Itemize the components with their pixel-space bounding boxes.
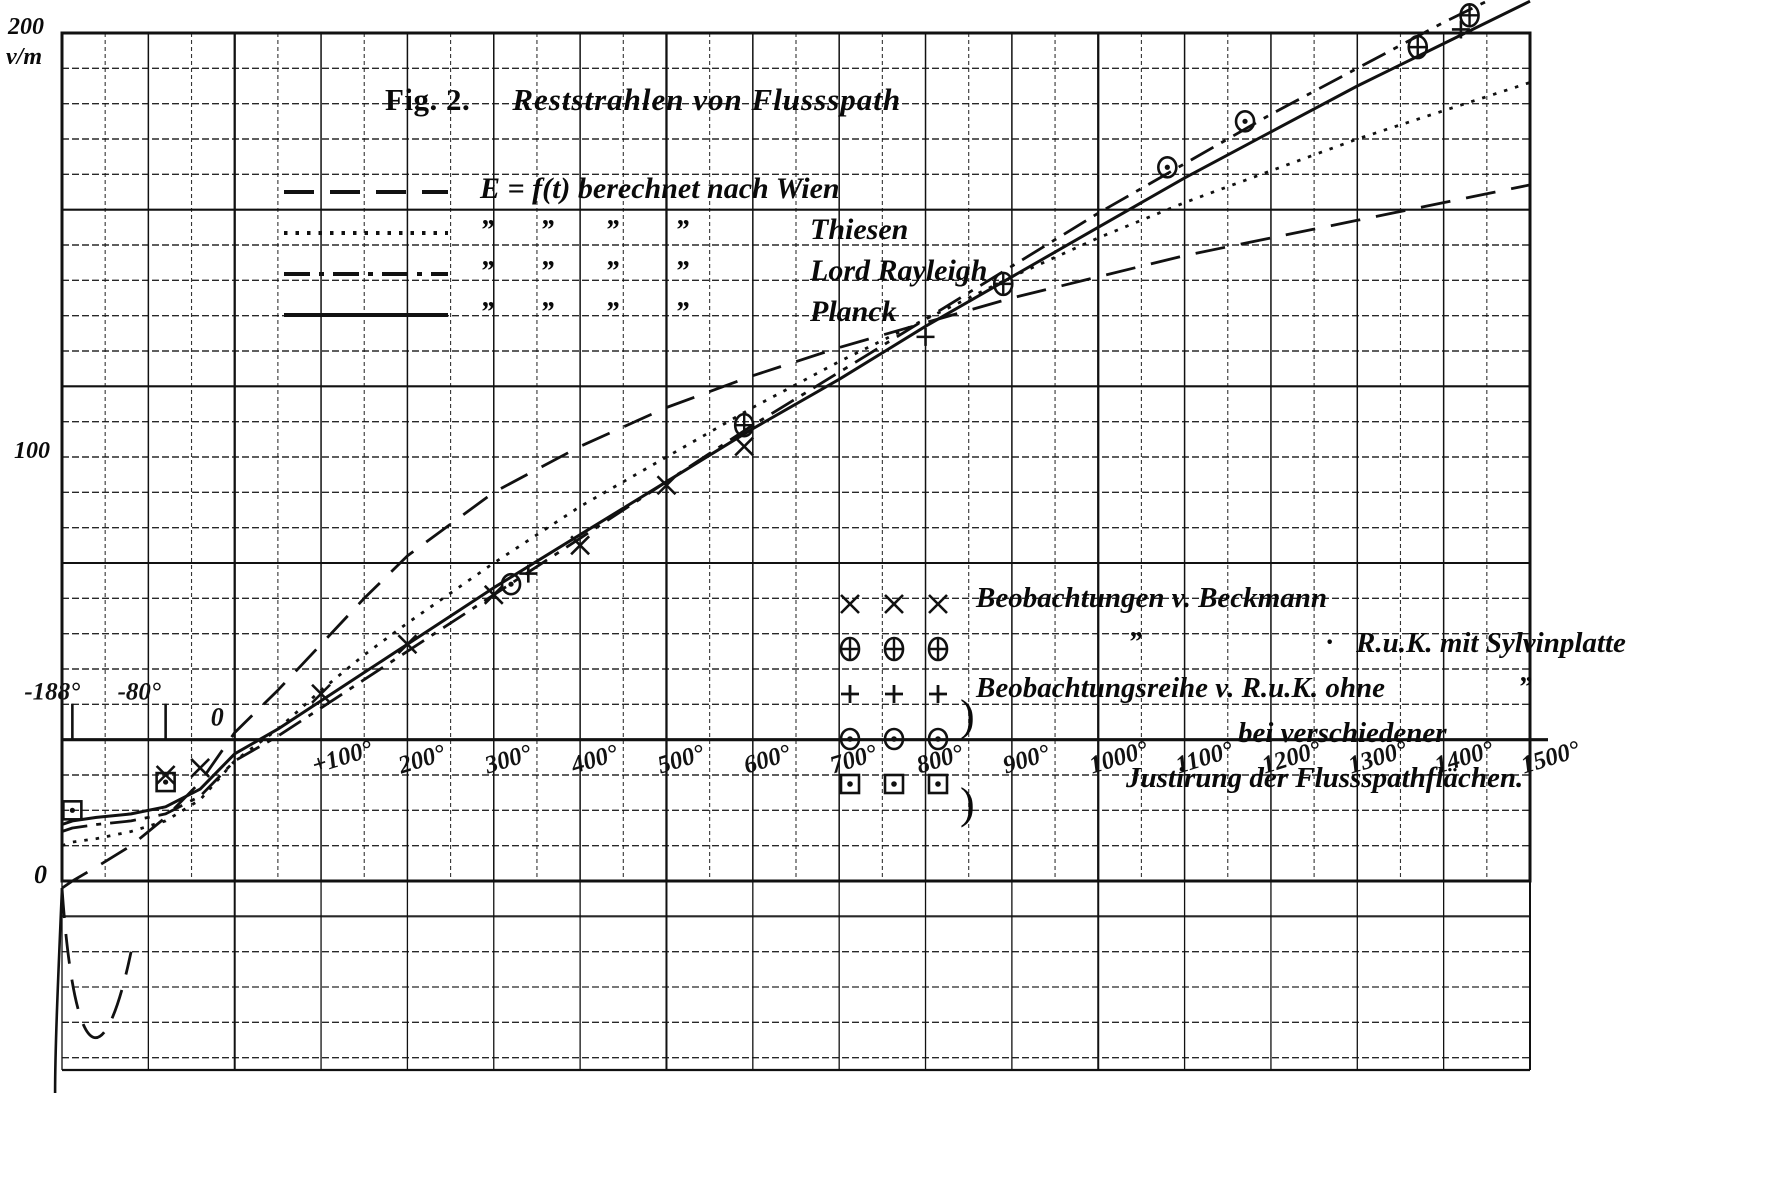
figure-title: Reststrahlen von Flussspath bbox=[512, 82, 902, 117]
x-tick-label: 200° bbox=[394, 740, 448, 780]
observation-marker bbox=[500, 572, 522, 596]
observation-marker bbox=[656, 475, 677, 496]
observation-marker bbox=[916, 327, 935, 346]
ditto-mark: ” bbox=[1128, 627, 1142, 658]
observation-marker bbox=[1451, 20, 1470, 39]
observation-marker bbox=[155, 765, 176, 785]
observation-marker bbox=[155, 771, 176, 793]
ditto-mark: ” bbox=[605, 256, 619, 287]
curve-lord-rayleigh bbox=[61, 0, 1493, 833]
y-axis-zero-label: 0 bbox=[34, 860, 47, 889]
observation-marker bbox=[992, 271, 1014, 297]
circled-plus-marker bbox=[839, 636, 949, 662]
observation-marker bbox=[1459, 3, 1480, 28]
x-tick-label: 0 bbox=[211, 703, 224, 732]
ditto-mark: ” bbox=[605, 297, 619, 328]
curve-legend-author: Thiesen bbox=[810, 213, 909, 246]
figure-number: Fig. 2. bbox=[385, 82, 471, 117]
marker-legend-row: ” · R.u.K. mit Sylvinplatte bbox=[828, 627, 1626, 672]
curve-wien-tail bbox=[60, 887, 133, 1039]
frame-left-tail bbox=[53, 888, 64, 1094]
observation-marker bbox=[311, 683, 331, 704]
line-sample-dashed bbox=[284, 190, 448, 194]
ditto-mark: ” bbox=[540, 256, 554, 287]
x-tick-label: 500° bbox=[654, 740, 707, 780]
curve-legend-author: Planck bbox=[810, 295, 897, 328]
curve-legend-row: ” ” ” ” Planck bbox=[282, 295, 1042, 336]
y-axis-top-label: 200 bbox=[8, 14, 44, 40]
ditto-mark: ” bbox=[675, 297, 689, 328]
observation-marker bbox=[1157, 155, 1178, 179]
y-axis-mid-label: 100 bbox=[14, 438, 50, 464]
curve-legend-author: Lord Rayleigh bbox=[810, 254, 988, 287]
observation-marker bbox=[1234, 110, 1256, 133]
observation-marker bbox=[1407, 34, 1429, 60]
x-tick-label: 300° bbox=[481, 740, 535, 780]
observation-marker bbox=[570, 535, 591, 556]
curve-legend-row: E = f(t) berechnet nach Wien bbox=[282, 172, 1042, 213]
curve-legend-row: ” ” ” ” Lord Rayleigh bbox=[282, 254, 1042, 295]
ditto-mark: ” bbox=[605, 215, 619, 246]
brace-mark: ) bbox=[960, 691, 975, 740]
curve-planck bbox=[61, 0, 1531, 826]
line-sample-solid bbox=[284, 313, 448, 317]
observation-marker bbox=[190, 758, 211, 778]
observation-marker bbox=[733, 412, 755, 438]
marker-legend-label: Beobachtungen v. Beckmann bbox=[976, 582, 1327, 614]
ditto-mark: ” bbox=[480, 256, 494, 287]
y-axis-unit-label: v/m bbox=[6, 44, 42, 70]
curve-thiesen bbox=[61, 81, 1531, 848]
cross-marker bbox=[840, 594, 948, 614]
marker-legend-row: bei verschiedener bbox=[828, 717, 1588, 762]
marker-legend-label: Beobachtungsreihe v. R.u.K. ohne bbox=[976, 672, 1386, 704]
observation-marker bbox=[519, 564, 538, 583]
ditto-mark: ” bbox=[675, 256, 689, 287]
ditto-mark: ” bbox=[675, 215, 689, 246]
curve-wien bbox=[61, 183, 1531, 890]
line-sample-dotted bbox=[284, 231, 448, 235]
x-tick-label: +100° bbox=[309, 736, 376, 780]
chart-title-block: Fig. 2. Reststrahlen von Flussspath bbox=[385, 82, 985, 118]
x-tick-label: 600° bbox=[741, 740, 794, 780]
dotted-circle-marker bbox=[839, 727, 949, 751]
ditto-mark: ” bbox=[480, 215, 494, 246]
x-tick-label: -80° bbox=[118, 679, 161, 706]
curve-legend-label: E = f(t) berechnet nach Wien bbox=[480, 172, 840, 205]
marker-legend: Beobachtungen v. Beckmann ” · R.u.K. mit Sy… bbox=[828, 582, 1626, 807]
observation-marker bbox=[483, 584, 504, 605]
ditto-mark: ” bbox=[540, 215, 554, 246]
marker-legend-row: Justirung der Flussspathflächen. bbox=[828, 762, 1588, 807]
ditto-mark: ” bbox=[1518, 672, 1532, 703]
observation-marker bbox=[62, 800, 83, 821]
line-sample-dashdot bbox=[284, 272, 448, 276]
dotted-square-marker bbox=[839, 773, 949, 795]
marker-legend-label: bei verschiedener bbox=[1238, 717, 1447, 749]
x-tick-label: 400° bbox=[567, 740, 621, 780]
marker-legend-row: Beobachtungsreihe v. R.u.K. ohne ” bbox=[828, 672, 1588, 717]
curve-legend: E = f(t) berechnet nach Wien”””” Thiesen”… bbox=[282, 172, 1042, 336]
x-tick-label: -188° bbox=[24, 679, 80, 706]
curve-legend-row: ” ” ” ” Thiesen bbox=[282, 213, 1042, 254]
brace-mark: ) bbox=[960, 779, 975, 828]
ditto-mark: ” bbox=[480, 297, 494, 328]
marker-legend-label: R.u.K. mit Sylvinplatte bbox=[1356, 627, 1626, 659]
separator-dot: · bbox=[1326, 627, 1333, 658]
observation-marker bbox=[734, 436, 755, 457]
marker-legend-label: Justirung der Flussspathflächen. bbox=[1126, 762, 1524, 794]
ditto-mark: ” bbox=[540, 297, 554, 328]
observation-marker bbox=[397, 634, 418, 655]
plus-marker bbox=[841, 685, 947, 703]
marker-legend-row: Beobachtungen v. Beckmann bbox=[828, 582, 1588, 627]
